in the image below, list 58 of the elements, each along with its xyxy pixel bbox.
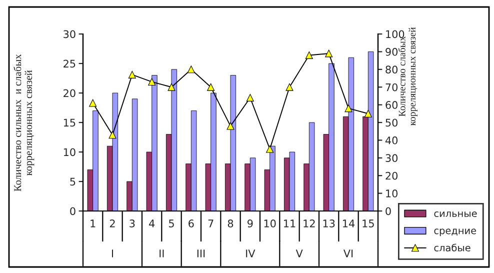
y2-tick-label: 90: [386, 48, 398, 56]
point: [187, 66, 195, 74]
y-tick-label: 20: [64, 89, 76, 98]
point: [148, 78, 156, 86]
y2-tick-label: 40: [385, 136, 398, 144]
y2-tick-label: 100: [386, 30, 404, 38]
text: VI: [343, 250, 353, 258]
x-tick-label: 3: [130, 220, 135, 228]
x-tick-label: 8: [228, 220, 234, 228]
text: V: [296, 250, 303, 258]
y2-tick-label: 10: [386, 190, 398, 198]
y2-tick-label: 50: [386, 118, 398, 127]
point: [305, 51, 313, 59]
point: [89, 99, 97, 107]
x-tick-label: 2: [110, 220, 115, 228]
point: [325, 50, 333, 58]
x-tick-label: 7: [208, 220, 214, 228]
legend-label: слабые: [434, 244, 470, 252]
y2-tick-label: 80: [386, 66, 398, 74]
point: [108, 131, 116, 139]
point: [207, 83, 215, 91]
x-tick-label: 12: [304, 220, 315, 228]
y2-tick-label: 0: [386, 207, 391, 216]
x-tick-label: 10: [264, 220, 276, 228]
point: [246, 94, 254, 102]
text: I: [112, 250, 114, 258]
x-tick-label: 1: [90, 220, 96, 228]
text: IV: [246, 250, 256, 258]
y-tick-label: 0: [70, 207, 76, 216]
text: II: [160, 250, 164, 258]
point: [344, 104, 352, 112]
point: [286, 83, 294, 91]
y2-tick-label: 30: [386, 154, 398, 162]
point: [128, 70, 136, 78]
y-tick-label: 5: [70, 178, 76, 186]
point: [266, 145, 274, 153]
x-tick-label: 9: [248, 220, 253, 228]
x-tick-label: 4: [149, 220, 155, 228]
y2-tick-label: 60: [386, 101, 398, 109]
x-tick-label: 6: [188, 220, 194, 228]
y2-tick-label: 20: [386, 172, 398, 180]
text: III: [197, 250, 205, 258]
legend-label: средние: [434, 228, 476, 236]
point: [364, 110, 372, 118]
legend-label: сильные: [434, 211, 477, 218]
x-tick-label: 14: [343, 220, 355, 228]
y-tick-label: 25: [64, 60, 76, 68]
y-tick-label: 10: [64, 148, 76, 156]
x-tick-label: 11: [284, 220, 296, 228]
y2-tick-label: 70: [386, 83, 398, 92]
x-tick-label: 13: [323, 220, 335, 228]
y-tick-label: 15: [64, 118, 76, 127]
point: [168, 83, 176, 91]
x-tick-label: 15: [362, 220, 374, 228]
y-axis-title: Количество сильных и слабых корреляционных связей: [14, 54, 34, 192]
x-tick-label: 5: [168, 220, 174, 228]
y-tick-label: 30: [64, 30, 76, 38]
point: [226, 122, 234, 130]
